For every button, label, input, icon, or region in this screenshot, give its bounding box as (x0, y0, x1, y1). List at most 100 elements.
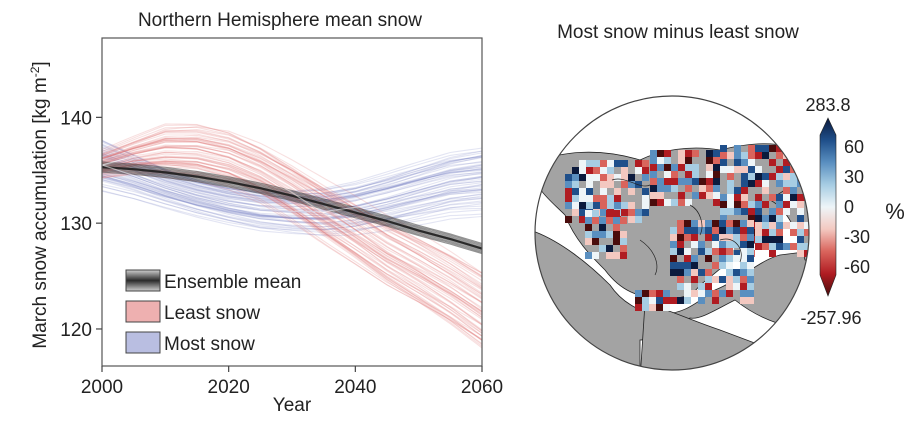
map-cell (776, 173, 783, 180)
map-cell (635, 167, 642, 174)
map-cell (677, 234, 684, 241)
ensemble-member-least-snow (102, 140, 482, 274)
map-cell (790, 229, 797, 236)
map-cell (790, 243, 797, 250)
map-cell (677, 269, 684, 276)
map-cell (585, 231, 592, 238)
map-cell (762, 187, 769, 194)
map-cell (797, 215, 804, 222)
ensemble-member-least-snow (102, 162, 482, 346)
legend-swatch (125, 300, 161, 323)
map-cell (600, 209, 607, 216)
map-cell (614, 188, 621, 195)
map-cell (613, 252, 620, 259)
map-cell (607, 174, 614, 181)
map-cell (719, 220, 726, 227)
map-cell (585, 224, 592, 231)
map-cell (712, 276, 719, 283)
ensemble-member-most-snow (102, 164, 482, 208)
ensemble-member-least-snow (102, 129, 482, 294)
map-cell (642, 202, 649, 209)
map-cell (698, 220, 705, 227)
map-cell (734, 187, 741, 194)
ensemble-member-ensemble-mean (102, 165, 482, 248)
map-cell (769, 194, 776, 201)
map-cell (797, 208, 804, 215)
map-cell (719, 227, 726, 234)
map-cell (698, 248, 705, 255)
colorbar-min-label: -257.96 (800, 308, 861, 328)
map-cell (671, 199, 678, 206)
ensemble-member-least-snow (102, 139, 482, 314)
ensemble-member-least-snow (102, 139, 482, 291)
ensemble-member-most-snow (102, 155, 482, 206)
map-cell (706, 185, 713, 192)
map-cell (585, 217, 592, 224)
map-cell (565, 188, 572, 195)
map-cell (762, 180, 769, 187)
ensemble-member-most-snow (102, 167, 482, 220)
map-cell (613, 238, 620, 245)
ensemble-member-least-snow (102, 160, 482, 341)
y-tick-label: 140 (60, 108, 92, 129)
colorbar-tick-label: 0 (844, 197, 854, 217)
map-cell (713, 164, 720, 171)
map-cell (741, 208, 748, 215)
map-cell (804, 180, 809, 187)
map-cell (565, 181, 572, 188)
ensemble-member-most-snow (102, 155, 482, 204)
ensemble-member-ensemble-mean (102, 170, 482, 253)
map-cell (613, 224, 620, 231)
map-cell (586, 160, 593, 167)
map-cell (650, 164, 657, 171)
map-cell (628, 209, 635, 216)
map-cell (790, 187, 797, 194)
map-cell (720, 201, 727, 208)
map-cell (727, 166, 734, 173)
map-cell (705, 290, 712, 297)
map-cell (726, 248, 733, 255)
map-cell (593, 195, 600, 202)
map-cell (670, 227, 677, 234)
map-cell (663, 290, 670, 297)
map-cell (691, 241, 698, 248)
map-cell (719, 290, 726, 297)
map-cell (748, 166, 755, 173)
map-cell (727, 173, 734, 180)
map-cell (747, 290, 754, 297)
map-cell (642, 174, 649, 181)
map-cell (726, 283, 733, 290)
map-cell (719, 241, 726, 248)
ensemble-member-most-snow (102, 174, 482, 224)
map-cell (755, 194, 762, 201)
map-cell (748, 215, 755, 222)
map-cell (657, 185, 664, 192)
map-cell (656, 297, 663, 304)
map-cell (776, 215, 783, 222)
map-cell (642, 188, 649, 195)
map-cell (671, 178, 678, 185)
map-cell (657, 164, 664, 171)
map-cell (607, 202, 614, 209)
map-cell (565, 195, 572, 202)
map-cell (755, 145, 762, 152)
map-cell (741, 166, 748, 173)
map-cell (719, 248, 726, 255)
map-cell (776, 180, 783, 187)
map-cell (790, 145, 797, 152)
map-cell (748, 180, 755, 187)
map-cell (790, 152, 797, 159)
map-cell (705, 255, 712, 262)
map-cell (797, 250, 804, 257)
ensemble-member-most-snow (102, 175, 482, 220)
ensemble-member-least-snow (102, 144, 482, 304)
map-cell (664, 150, 671, 157)
ensemble-member-least-snow (102, 141, 482, 289)
map-cell (740, 283, 747, 290)
map-cell (600, 181, 607, 188)
map-cell (790, 201, 797, 208)
map-cell (733, 255, 740, 262)
map-cell (620, 238, 627, 245)
map-cell (642, 304, 649, 311)
x-tick-label: 2000 (81, 377, 123, 398)
